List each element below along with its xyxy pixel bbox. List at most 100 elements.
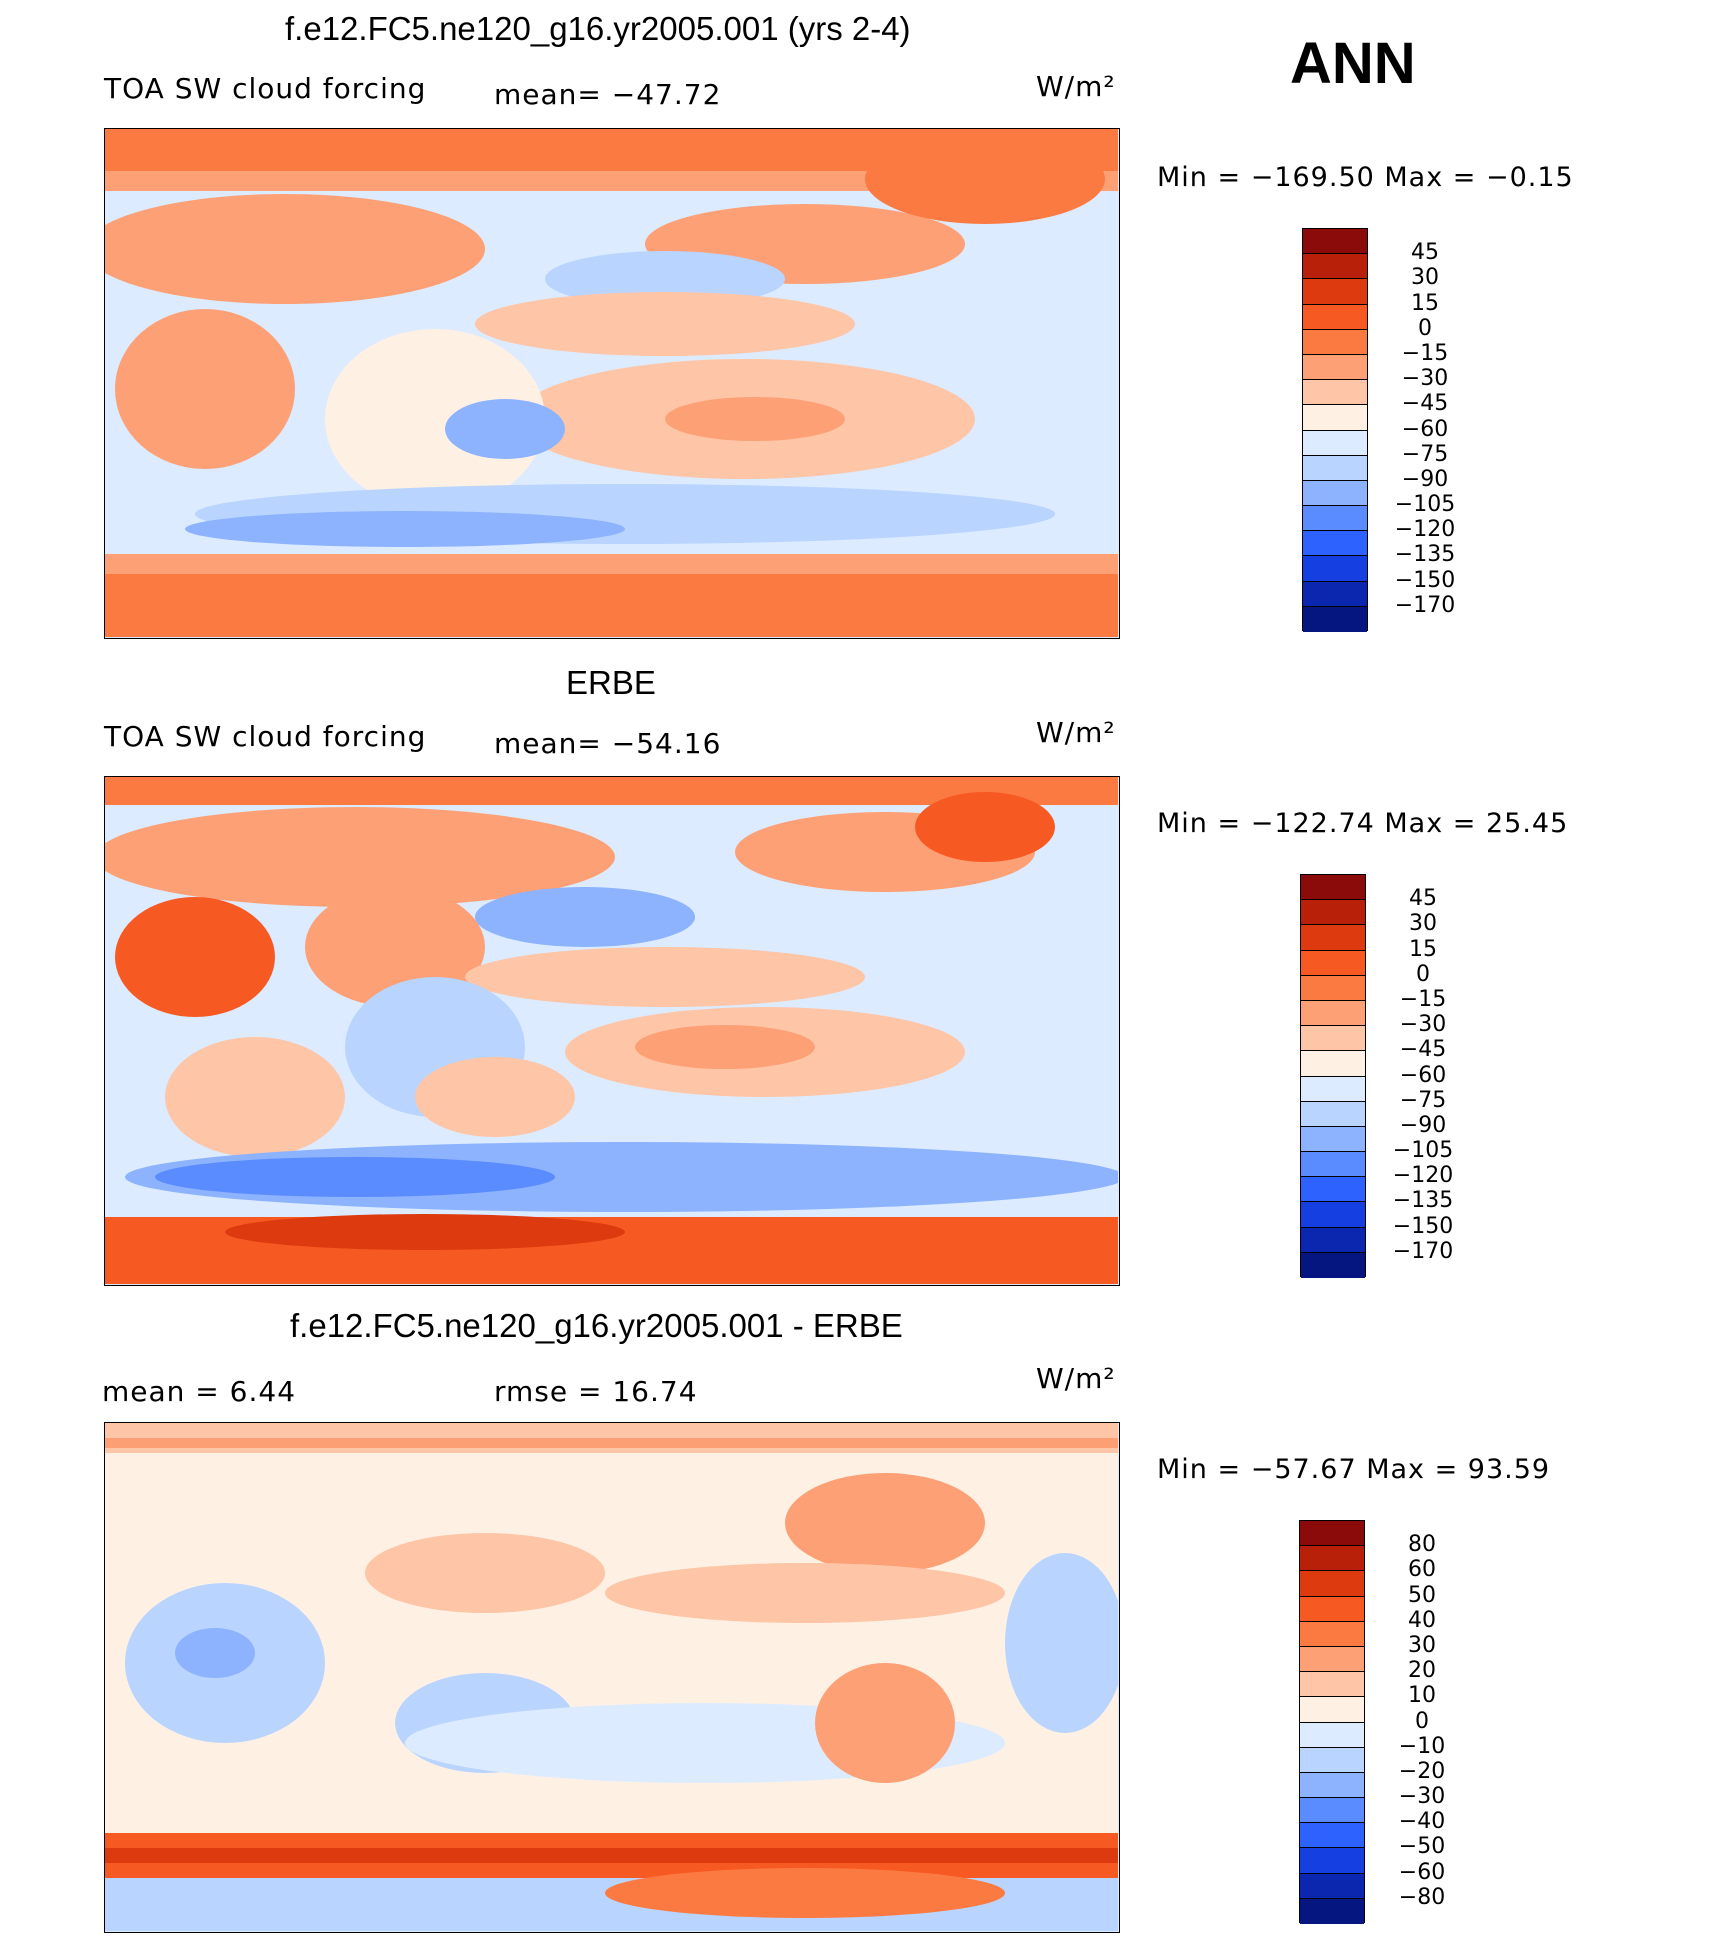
colorbar-swatch (1300, 1772, 1364, 1799)
colorbar-swatch (1301, 925, 1365, 951)
colorbar-swatch (1301, 1076, 1365, 1102)
panel3-min-max: Min = −57.67 Max = 93.59 (1157, 1454, 1551, 1485)
panel3-mean-label: mean = 6.44 (102, 1375, 297, 1408)
colorbar-swatch (1300, 1596, 1364, 1622)
colorbar-swatch (1300, 1646, 1364, 1673)
colorbar-tick-label: −75 (1401, 441, 1449, 467)
colorbar-tick-label: −45 (1401, 391, 1449, 417)
colorbar-swatch (1300, 1697, 1364, 1723)
panel3-rmse-label: rmse = 16.74 (494, 1375, 698, 1408)
colorbar-tick-label: −105 (1392, 1138, 1454, 1164)
colorbar-swatch (1300, 1521, 1364, 1547)
colorbar-tick-label: 15 (1411, 290, 1439, 316)
panel1-min-max: Min = −169.50 Max = −0.15 (1157, 162, 1574, 193)
colorbar-tick-label: −150 (1392, 1213, 1454, 1239)
panel2-mean-label: mean= −54.16 (494, 727, 722, 760)
colorbar-swatch (1301, 1051, 1365, 1077)
colorbar-tick-label: 0 (1416, 961, 1430, 987)
colorbar-swatch (1300, 1672, 1364, 1698)
colorbar-swatch (1300, 1571, 1364, 1597)
colorbar-swatch (1303, 581, 1367, 607)
colorbar-swatch (1303, 480, 1367, 507)
panel3-difference-map (104, 1422, 1120, 1933)
colorbar-tick-label: −15 (1401, 340, 1449, 366)
colorbar-swatch (1301, 1101, 1365, 1127)
colorbar-tick-label: −20 (1398, 1758, 1446, 1784)
season-label: ANN (1290, 31, 1416, 96)
colorbar-swatch (1300, 1621, 1364, 1647)
colorbar-swatch (1303, 531, 1367, 557)
panel2-min-max: Min = −122.74 Max = 25.45 (1157, 808, 1569, 839)
colorbar-swatch (1303, 329, 1367, 355)
panel1-model-map (104, 128, 1120, 639)
colorbar-swatch (1301, 1152, 1365, 1178)
colorbar-tick-label: −50 (1398, 1834, 1446, 1860)
colorbar-tick-label: −105 (1394, 492, 1456, 518)
colorbar-tick-label: 30 (1411, 265, 1439, 291)
colorbar-swatch (1303, 354, 1367, 381)
panel3-colorbar (1299, 1520, 1365, 1924)
colorbar-tick-label: 45 (1411, 240, 1439, 266)
colorbar-tick-label: −80 (1398, 1884, 1446, 1910)
colorbar-swatch (1303, 405, 1367, 431)
colorbar-swatch (1303, 506, 1367, 532)
colorbar-swatch (1303, 304, 1367, 330)
colorbar-tick-label: −45 (1399, 1037, 1447, 1063)
panel3-units-label: W/m² (1036, 1362, 1116, 1395)
colorbar-swatch (1303, 279, 1367, 305)
colorbar-swatch (1303, 380, 1367, 406)
colorbar-swatch (1303, 254, 1367, 280)
colorbar-swatch (1301, 900, 1365, 926)
colorbar-tick-label: −170 (1392, 1238, 1454, 1264)
panel2-colorbar (1300, 874, 1366, 1278)
colorbar-swatch (1301, 875, 1365, 901)
colorbar-swatch (1303, 606, 1367, 632)
colorbar-tick-label: 80 (1408, 1532, 1436, 1558)
colorbar-tick-label: −75 (1399, 1087, 1447, 1113)
colorbar-tick-label: −150 (1394, 567, 1456, 593)
colorbar-tick-label: −60 (1399, 1062, 1447, 1088)
colorbar-swatch (1301, 1000, 1365, 1027)
colorbar-tick-label: −170 (1394, 592, 1456, 618)
colorbar-swatch (1301, 950, 1365, 976)
colorbar-swatch (1300, 1747, 1364, 1773)
colorbar-tick-label: −90 (1401, 466, 1449, 492)
colorbar-tick-label: −10 (1398, 1733, 1446, 1759)
colorbar-tick-label: 10 (1408, 1683, 1436, 1709)
panel1-units-label: W/m² (1036, 70, 1116, 103)
colorbar-swatch (1300, 1546, 1364, 1572)
panel3-title: f.e12.FC5.ne120_g16.yr2005.001 - ERBE (290, 1307, 903, 1344)
colorbar-swatch (1300, 1898, 1364, 1924)
colorbar-tick-label: 40 (1408, 1607, 1436, 1633)
colorbar-tick-label: 30 (1408, 1632, 1436, 1658)
colorbar-swatch (1303, 430, 1367, 456)
colorbar-swatch (1303, 455, 1367, 481)
colorbar-tick-label: −120 (1394, 517, 1456, 543)
colorbar-swatch (1300, 1873, 1364, 1899)
colorbar-swatch (1300, 1798, 1364, 1824)
colorbar-swatch (1300, 1848, 1364, 1874)
panel1-colorbar (1302, 228, 1368, 632)
colorbar-tick-label: −40 (1398, 1809, 1446, 1835)
colorbar-tick-label: 50 (1408, 1582, 1436, 1608)
colorbar-swatch (1300, 1722, 1364, 1748)
colorbar-tick-label: 20 (1408, 1658, 1436, 1684)
colorbar-swatch (1300, 1823, 1364, 1849)
colorbar-tick-label: 60 (1408, 1557, 1436, 1583)
colorbar-tick-label: −15 (1399, 986, 1447, 1012)
colorbar-swatch (1301, 1227, 1365, 1253)
colorbar-tick-label: 45 (1409, 886, 1437, 912)
panel1-mean-label: mean= −47.72 (494, 78, 722, 111)
colorbar-swatch (1301, 1126, 1365, 1153)
panel2-variable-label: TOA SW cloud forcing (104, 720, 427, 753)
colorbar-tick-label: 30 (1409, 911, 1437, 937)
colorbar-tick-label: −30 (1398, 1784, 1446, 1810)
colorbar-swatch (1301, 1252, 1365, 1278)
panel2-units-label: W/m² (1036, 716, 1116, 749)
colorbar-tick-label: −90 (1399, 1112, 1447, 1138)
colorbar-tick-label: 0 (1418, 315, 1432, 341)
panel1-title: f.e12.FC5.ne120_g16.yr2005.001 (yrs 2-4) (285, 10, 911, 47)
colorbar-tick-label: −60 (1398, 1859, 1446, 1885)
colorbar-tick-label: −135 (1394, 542, 1456, 568)
colorbar-tick-label: 0 (1415, 1708, 1429, 1734)
